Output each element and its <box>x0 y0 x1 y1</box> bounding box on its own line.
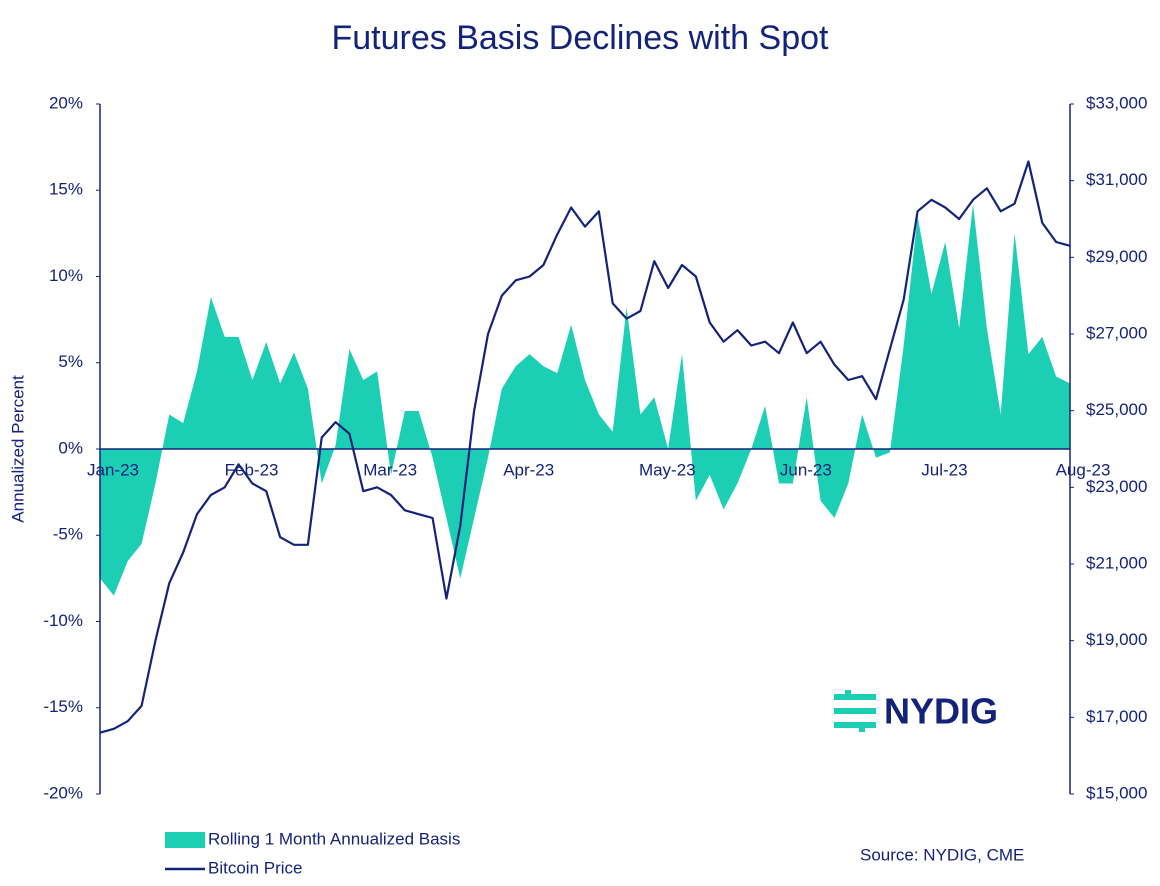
y-tick-label: -10% <box>43 611 83 630</box>
logo-icon <box>834 690 876 732</box>
chart-title: Futures Basis Declines with Spot <box>332 19 830 57</box>
x-tick-label: Jan-23 <box>87 460 139 479</box>
y2-tick-label: $31,000 <box>1086 170 1147 189</box>
basis-area <box>100 204 1070 596</box>
y-axis-label: Annualized Percent <box>8 375 27 523</box>
y-tick-label: 10% <box>49 266 83 285</box>
logo: NYDIG <box>884 691 998 732</box>
legend-swatch <box>165 832 205 848</box>
x-tick-label: Jun-23 <box>780 460 832 479</box>
y-tick-label: 0% <box>58 438 83 457</box>
legend-label: Rolling 1 Month Annualized Basis <box>208 829 460 848</box>
y-tick-label: 5% <box>58 352 83 371</box>
x-tick-label: Mar-23 <box>363 460 417 479</box>
x-tick-label: Aug-23 <box>1056 460 1111 479</box>
y2-tick-label: $19,000 <box>1086 630 1147 649</box>
price-line <box>99 160 1071 734</box>
y-tick-label: -15% <box>43 697 83 716</box>
y2-tick-label: $29,000 <box>1086 247 1147 266</box>
y-tick-label: -20% <box>43 783 83 802</box>
legend-label: Bitcoin Price <box>208 858 302 877</box>
y2-tick-label: $25,000 <box>1086 400 1147 419</box>
y-tick-label: 20% <box>49 93 83 112</box>
y2-tick-label: $17,000 <box>1086 707 1147 726</box>
x-tick-label: Jul-23 <box>921 460 967 479</box>
y2-tick-label: $33,000 <box>1086 93 1147 112</box>
x-tick-label: Apr-23 <box>503 460 554 479</box>
y2-tick-label: $27,000 <box>1086 323 1147 342</box>
y-tick-label: -5% <box>53 525 83 544</box>
y2-tick-label: $23,000 <box>1086 477 1147 496</box>
source: Source: NYDIG, CME <box>860 845 1024 864</box>
x-tick-label: Feb-23 <box>225 460 279 479</box>
x-tick-label: May-23 <box>639 460 696 479</box>
y2-tick-label: $15,000 <box>1086 783 1147 802</box>
y-tick-label: 15% <box>49 180 83 199</box>
y2-tick-label: $21,000 <box>1086 553 1147 572</box>
